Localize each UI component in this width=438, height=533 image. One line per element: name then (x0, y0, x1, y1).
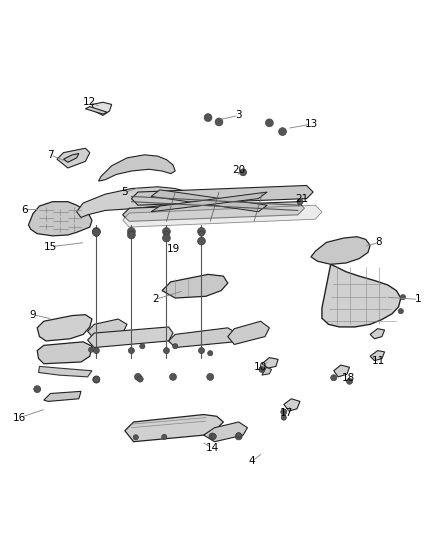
Circle shape (162, 434, 167, 440)
Circle shape (235, 433, 242, 440)
Polygon shape (284, 399, 300, 411)
Circle shape (92, 229, 100, 236)
Circle shape (34, 386, 41, 393)
Text: 15: 15 (44, 242, 57, 252)
Circle shape (215, 118, 223, 126)
Polygon shape (262, 358, 278, 368)
Text: 5: 5 (121, 187, 128, 197)
Circle shape (127, 231, 135, 239)
Polygon shape (39, 366, 92, 377)
Text: 14: 14 (206, 443, 219, 453)
Text: 1: 1 (415, 294, 422, 304)
Polygon shape (262, 367, 272, 375)
Polygon shape (123, 205, 322, 227)
Polygon shape (311, 237, 370, 264)
Polygon shape (37, 314, 92, 341)
Circle shape (281, 415, 286, 420)
Circle shape (88, 347, 94, 352)
Polygon shape (204, 422, 247, 442)
Circle shape (346, 378, 353, 384)
Circle shape (198, 348, 205, 354)
Circle shape (170, 374, 177, 381)
Text: 16: 16 (13, 413, 26, 423)
Circle shape (133, 435, 138, 440)
Text: 4: 4 (248, 456, 255, 466)
Circle shape (137, 376, 143, 382)
Circle shape (164, 231, 169, 236)
Circle shape (198, 228, 205, 236)
Circle shape (93, 348, 99, 354)
Circle shape (297, 199, 303, 205)
Polygon shape (169, 328, 239, 348)
Polygon shape (370, 351, 385, 361)
Polygon shape (162, 274, 228, 298)
Polygon shape (322, 264, 401, 327)
Circle shape (128, 348, 134, 354)
Polygon shape (228, 321, 269, 344)
Text: 13: 13 (304, 119, 318, 129)
Circle shape (129, 231, 134, 236)
Circle shape (207, 374, 214, 381)
Circle shape (331, 375, 337, 381)
Text: 19: 19 (166, 244, 180, 254)
Polygon shape (44, 391, 81, 401)
Polygon shape (151, 192, 267, 212)
Circle shape (211, 434, 216, 439)
Polygon shape (370, 329, 385, 339)
Text: 3: 3 (235, 110, 242, 120)
Polygon shape (57, 148, 90, 168)
Circle shape (94, 231, 99, 236)
Circle shape (265, 119, 273, 127)
Circle shape (204, 114, 212, 122)
Text: 11: 11 (372, 356, 385, 366)
Text: 6: 6 (21, 205, 28, 215)
Polygon shape (334, 365, 350, 377)
Polygon shape (77, 187, 188, 217)
Polygon shape (125, 415, 223, 442)
Polygon shape (28, 201, 92, 236)
Circle shape (240, 169, 247, 176)
Circle shape (398, 309, 403, 314)
Circle shape (279, 128, 286, 135)
Circle shape (400, 295, 406, 300)
Circle shape (198, 237, 205, 245)
Text: 17: 17 (280, 408, 293, 418)
Circle shape (140, 344, 145, 349)
Polygon shape (88, 319, 127, 339)
Circle shape (281, 409, 287, 415)
Text: 2: 2 (152, 294, 159, 304)
Text: 8: 8 (375, 237, 382, 247)
Circle shape (208, 351, 213, 356)
Text: 10: 10 (254, 362, 267, 372)
Polygon shape (88, 327, 173, 348)
Circle shape (259, 366, 265, 373)
Circle shape (199, 231, 204, 236)
Text: 18: 18 (342, 373, 355, 383)
Polygon shape (123, 201, 304, 221)
Text: 9: 9 (29, 310, 36, 320)
Text: 12: 12 (83, 97, 96, 107)
Text: 20: 20 (232, 165, 245, 175)
Circle shape (163, 348, 170, 354)
Circle shape (92, 228, 100, 236)
Circle shape (162, 228, 170, 236)
Polygon shape (92, 102, 112, 115)
Circle shape (236, 432, 241, 438)
Polygon shape (151, 190, 267, 212)
Circle shape (162, 234, 170, 242)
Circle shape (93, 376, 100, 383)
Circle shape (93, 376, 100, 383)
Polygon shape (99, 155, 175, 181)
Circle shape (127, 228, 135, 236)
Text: 21: 21 (296, 193, 309, 204)
Text: 7: 7 (47, 150, 54, 160)
Polygon shape (64, 154, 79, 162)
Circle shape (209, 433, 216, 440)
Polygon shape (131, 185, 313, 205)
Circle shape (134, 374, 141, 381)
Polygon shape (85, 107, 107, 114)
Polygon shape (37, 342, 92, 364)
Circle shape (173, 344, 178, 349)
